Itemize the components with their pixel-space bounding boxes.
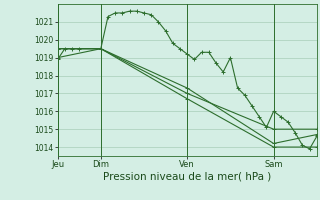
X-axis label: Pression niveau de la mer( hPa ): Pression niveau de la mer( hPa ): [103, 172, 271, 182]
